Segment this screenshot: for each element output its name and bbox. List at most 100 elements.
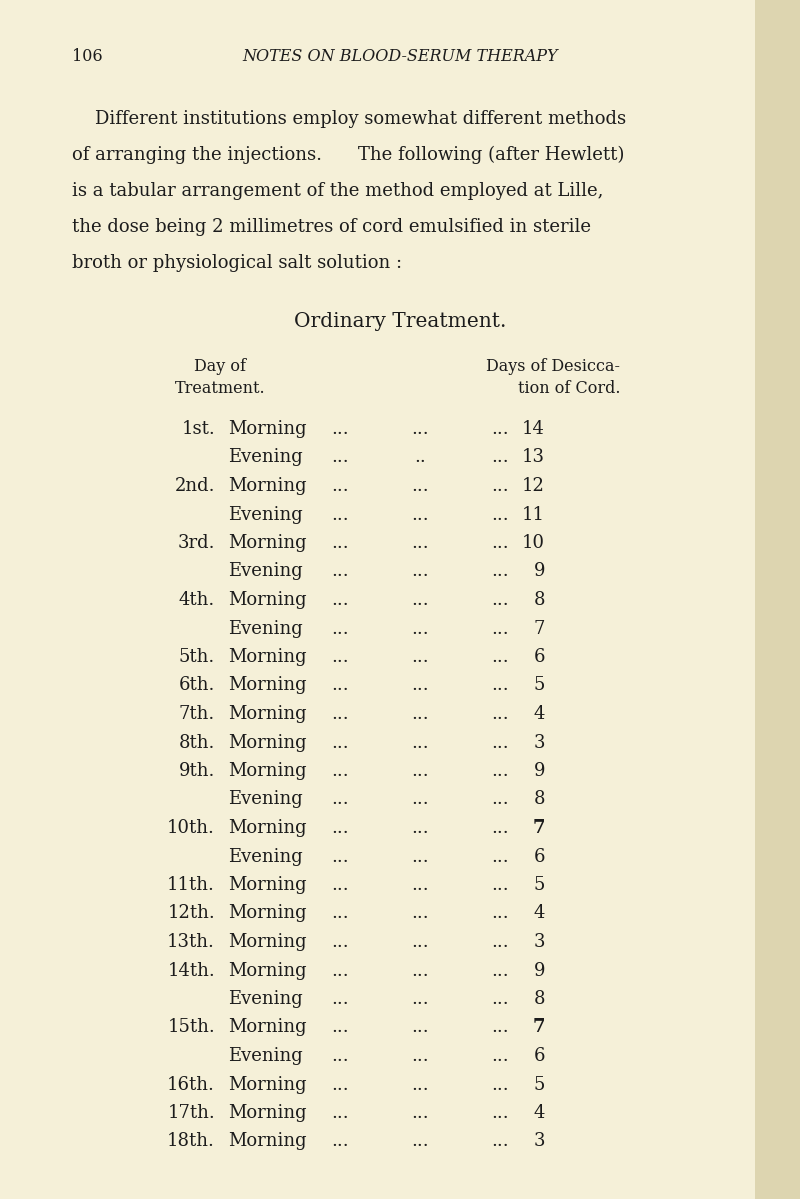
Text: Evening: Evening: [228, 506, 302, 524]
Text: ...: ...: [331, 1133, 349, 1151]
Text: ...: ...: [491, 562, 509, 580]
Text: Morning: Morning: [228, 962, 306, 980]
Text: 18th.: 18th.: [167, 1133, 215, 1151]
Text: ...: ...: [331, 705, 349, 723]
Text: ...: ...: [411, 790, 429, 808]
Text: Evening: Evening: [228, 448, 302, 466]
Text: Evening: Evening: [228, 1047, 302, 1065]
Text: 9: 9: [534, 763, 545, 781]
Text: Morning: Morning: [228, 676, 306, 694]
Bar: [755, 0, 800, 1199]
Text: ...: ...: [331, 990, 349, 1008]
Text: Evening: Evening: [228, 562, 302, 580]
Text: 4th.: 4th.: [178, 591, 215, 609]
Text: of arranging the injections.  The following (after Hewlett): of arranging the injections. The followi…: [72, 146, 624, 164]
Text: 8: 8: [534, 990, 545, 1008]
Text: ...: ...: [411, 1047, 429, 1065]
Text: ...: ...: [411, 620, 429, 638]
Text: ...: ...: [411, 506, 429, 524]
Text: 8: 8: [534, 591, 545, 609]
Text: ...: ...: [411, 876, 429, 894]
Text: ...: ...: [331, 819, 349, 837]
Text: Morning: Morning: [228, 904, 306, 922]
Text: ...: ...: [491, 1104, 509, 1122]
Text: ...: ...: [411, 676, 429, 694]
Text: ...: ...: [411, 420, 429, 438]
Text: Morning: Morning: [228, 819, 306, 837]
Text: Day of: Day of: [194, 359, 246, 375]
Text: ...: ...: [331, 933, 349, 951]
Text: 10th.: 10th.: [167, 819, 215, 837]
Text: ...: ...: [491, 1076, 509, 1093]
Text: ...: ...: [491, 790, 509, 808]
Text: Ordinary Treatment.: Ordinary Treatment.: [294, 312, 506, 331]
Text: 4: 4: [534, 904, 545, 922]
Text: ..: ..: [414, 448, 426, 466]
Text: ...: ...: [411, 1076, 429, 1093]
Text: ...: ...: [331, 848, 349, 866]
Text: ...: ...: [491, 506, 509, 524]
Text: 5th.: 5th.: [178, 647, 215, 665]
Text: ...: ...: [491, 990, 509, 1008]
Text: Morning: Morning: [228, 534, 306, 552]
Text: ...: ...: [411, 591, 429, 609]
Text: ...: ...: [491, 448, 509, 466]
Text: 13th.: 13th.: [167, 933, 215, 951]
Text: ...: ...: [331, 763, 349, 781]
Text: ...: ...: [411, 962, 429, 980]
Text: ...: ...: [411, 1133, 429, 1151]
Text: Days of Desicca-: Days of Desicca-: [486, 359, 620, 375]
Text: 3: 3: [534, 933, 545, 951]
Text: ...: ...: [331, 477, 349, 495]
Text: ...: ...: [331, 734, 349, 752]
Text: ...: ...: [491, 1018, 509, 1036]
Text: Evening: Evening: [228, 990, 302, 1008]
Text: ...: ...: [491, 620, 509, 638]
Text: NOTES ON BLOOD-SERUM THERAPY: NOTES ON BLOOD-SERUM THERAPY: [242, 48, 558, 65]
Text: ...: ...: [411, 904, 429, 922]
Text: the dose being 2 millimetres of cord emulsified in sterile: the dose being 2 millimetres of cord emu…: [72, 218, 591, 236]
Text: 14: 14: [522, 420, 545, 438]
Text: ...: ...: [411, 763, 429, 781]
Text: Morning: Morning: [228, 705, 306, 723]
Text: ...: ...: [331, 1018, 349, 1036]
Text: ...: ...: [491, 591, 509, 609]
Text: 9: 9: [534, 962, 545, 980]
Text: 5: 5: [534, 876, 545, 894]
Text: Morning: Morning: [228, 1133, 306, 1151]
Text: ...: ...: [491, 962, 509, 980]
Text: tion of Cord.: tion of Cord.: [518, 380, 620, 397]
Text: 2nd.: 2nd.: [174, 477, 215, 495]
Text: broth or physiological salt solution :: broth or physiological salt solution :: [72, 254, 402, 272]
Text: 6: 6: [534, 848, 545, 866]
Text: 3rd.: 3rd.: [178, 534, 215, 552]
Text: ...: ...: [491, 848, 509, 866]
Text: Morning: Morning: [228, 591, 306, 609]
Text: Evening: Evening: [228, 848, 302, 866]
Text: 15th.: 15th.: [167, 1018, 215, 1036]
Text: 13: 13: [522, 448, 545, 466]
Text: Treatment.: Treatment.: [174, 380, 266, 397]
Text: 3: 3: [534, 734, 545, 752]
Text: 11: 11: [522, 506, 545, 524]
Text: ...: ...: [411, 848, 429, 866]
Text: Different institutions employ somewhat different methods: Different institutions employ somewhat d…: [72, 110, 626, 128]
Text: ...: ...: [491, 1133, 509, 1151]
Text: ...: ...: [331, 620, 349, 638]
Text: Morning: Morning: [228, 1076, 306, 1093]
Text: 1st.: 1st.: [182, 420, 215, 438]
Text: ...: ...: [491, 904, 509, 922]
Text: 4: 4: [534, 705, 545, 723]
Text: 106: 106: [72, 48, 102, 65]
Text: 7: 7: [533, 1018, 545, 1036]
Text: ...: ...: [411, 819, 429, 837]
Text: ...: ...: [331, 1047, 349, 1065]
Text: 17th.: 17th.: [167, 1104, 215, 1122]
Text: 5: 5: [534, 1076, 545, 1093]
Text: ...: ...: [491, 705, 509, 723]
Text: ...: ...: [411, 477, 429, 495]
Text: ...: ...: [331, 506, 349, 524]
Text: ...: ...: [491, 819, 509, 837]
Text: 9: 9: [534, 562, 545, 580]
Text: ...: ...: [411, 705, 429, 723]
